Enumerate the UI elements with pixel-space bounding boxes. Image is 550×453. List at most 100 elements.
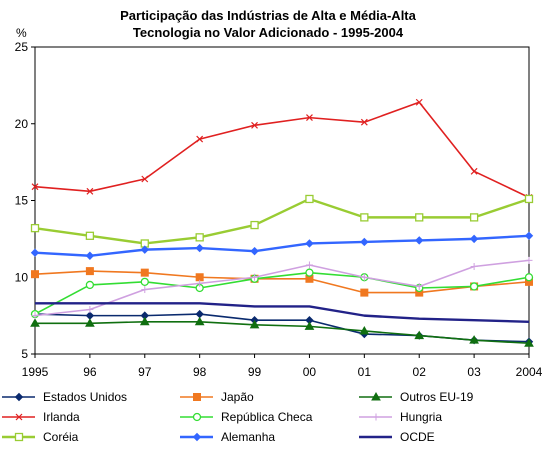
x-tick-label: 1995 bbox=[22, 365, 49, 379]
y-tick-label: 5 bbox=[21, 347, 28, 361]
data-point-coreia bbox=[85, 231, 95, 240]
legend-swatch-marker bbox=[15, 413, 23, 421]
x-tick-label: 99 bbox=[248, 365, 262, 379]
x-tick-label: 98 bbox=[193, 365, 207, 379]
data-point-republica-checa bbox=[469, 282, 479, 291]
data-point-coreia bbox=[415, 213, 424, 222]
y-axis-label: % bbox=[16, 26, 27, 40]
data-point-japao bbox=[195, 273, 204, 282]
x-tick-label: 96 bbox=[83, 365, 97, 379]
legend-label: Hungria bbox=[400, 410, 442, 424]
legend-item-outros-eu-19: Outros EU-19 bbox=[359, 390, 474, 404]
legend-label: República Checa bbox=[221, 410, 313, 424]
data-point-outros-eu-19 bbox=[469, 335, 479, 344]
data-point-alemanha bbox=[415, 236, 424, 245]
data-point-irlanda bbox=[31, 183, 39, 191]
series-line-estados-unidos bbox=[34, 313, 530, 343]
series-alemanha bbox=[30, 231, 534, 260]
y-tick-label: 20 bbox=[15, 117, 29, 131]
legend-label: Coréia bbox=[43, 430, 79, 444]
series-outros-eu-19 bbox=[30, 316, 534, 347]
legend-swatch-marker bbox=[192, 412, 202, 422]
legend-item-japao: Japão bbox=[180, 390, 254, 404]
legend-item-irlanda: Irlanda bbox=[2, 410, 80, 424]
legend-swatch-marker bbox=[371, 391, 381, 401]
chart-title-line-2: Tecnologia no Valor Adicionado - 1995-20… bbox=[133, 25, 404, 40]
legend-label: Alemanha bbox=[221, 430, 275, 444]
data-point-japao bbox=[31, 270, 39, 279]
series-line-irlanda bbox=[34, 101, 530, 199]
series-ocde bbox=[35, 302, 530, 323]
y-tick-label: 25 bbox=[15, 40, 29, 54]
series-line-outros-eu-19 bbox=[35, 320, 530, 345]
data-point-alemanha bbox=[524, 231, 534, 241]
data-point-irlanda bbox=[470, 167, 478, 175]
series-hungria bbox=[31, 256, 533, 320]
legend-swatch-marker bbox=[372, 413, 380, 421]
data-point-hungria bbox=[360, 273, 368, 281]
data-point-hungria bbox=[470, 263, 478, 271]
y-tick-label: 15 bbox=[15, 194, 29, 208]
series-line-japao bbox=[34, 270, 530, 294]
data-point-irlanda bbox=[141, 175, 149, 183]
data-point-republica-checa bbox=[140, 277, 149, 287]
legend-item-hungria: Hungria bbox=[359, 410, 442, 424]
data-point-coreia bbox=[195, 233, 204, 242]
data-point-estados-unidos bbox=[195, 309, 204, 319]
legend-item-alemanha: Alemanha bbox=[180, 430, 275, 444]
data-point-coreia bbox=[360, 213, 369, 222]
data-point-republica-checa bbox=[305, 268, 314, 277]
data-point-japao bbox=[85, 267, 94, 276]
x-tick-label: 97 bbox=[138, 365, 152, 379]
data-point-irlanda bbox=[251, 121, 258, 129]
data-point-japao bbox=[360, 288, 369, 297]
data-point-hungria bbox=[525, 256, 533, 264]
data-point-outros-eu-19 bbox=[194, 316, 205, 326]
data-point-hungria bbox=[251, 273, 259, 281]
data-point-irlanda bbox=[306, 114, 313, 122]
legend-swatch-marker bbox=[192, 432, 202, 442]
series-line-ocde bbox=[35, 302, 530, 323]
chart-title-line-1: Participação das Indústrias de Alta e Mé… bbox=[120, 8, 416, 23]
data-point-alemanha bbox=[360, 237, 369, 247]
data-point-alemanha bbox=[195, 243, 204, 253]
data-point-hungria bbox=[141, 286, 149, 294]
data-point-estados-unidos bbox=[85, 311, 95, 320]
legend-item-estados-unidos: Estados Unidos bbox=[2, 390, 127, 404]
data-point-outros-eu-19 bbox=[524, 338, 534, 347]
data-point-outros-eu-19 bbox=[304, 321, 315, 330]
legend-label: Estados Unidos bbox=[43, 390, 127, 404]
data-point-coreia bbox=[305, 194, 314, 204]
legend-swatch-marker bbox=[14, 432, 24, 442]
legend-item-ocde: OCDE bbox=[359, 430, 435, 444]
data-point-hungria bbox=[415, 282, 423, 290]
series-line-coreia bbox=[34, 197, 530, 245]
legend-label: Japão bbox=[221, 390, 254, 404]
legend-item-coreia: Coréia bbox=[2, 430, 79, 444]
legend-label: OCDE bbox=[400, 430, 435, 444]
series-line-republica-checa bbox=[34, 271, 530, 315]
legend-label: Outros EU-19 bbox=[400, 390, 474, 404]
series-line-alemanha bbox=[34, 234, 530, 257]
data-point-republica-checa bbox=[524, 273, 534, 282]
data-point-outros-eu-19 bbox=[359, 325, 370, 335]
data-point-coreia bbox=[469, 213, 479, 222]
data-point-alemanha bbox=[469, 234, 479, 244]
legend-item-republica-checa: República Checa bbox=[180, 410, 313, 424]
data-point-outros-eu-19 bbox=[85, 318, 95, 327]
x-tick-label: 03 bbox=[467, 365, 481, 379]
data-point-hungria bbox=[86, 305, 94, 313]
data-point-outros-eu-19 bbox=[249, 319, 260, 329]
data-point-irlanda bbox=[86, 187, 94, 195]
legend-label: Irlanda bbox=[43, 410, 80, 424]
data-point-alemanha bbox=[140, 245, 149, 254]
data-point-irlanda bbox=[360, 118, 368, 126]
data-point-republica-checa bbox=[85, 280, 95, 290]
data-point-outros-eu-19 bbox=[30, 318, 40, 327]
x-tick-label: 01 bbox=[358, 365, 372, 379]
x-tick-label: 00 bbox=[303, 365, 317, 379]
data-point-outros-eu-19 bbox=[414, 330, 425, 340]
plot-frame bbox=[34, 46, 530, 355]
plot-area: 5 10 15 20 25 1995 96 97 98 99 00 01 02 03 2004 bbox=[15, 40, 543, 379]
